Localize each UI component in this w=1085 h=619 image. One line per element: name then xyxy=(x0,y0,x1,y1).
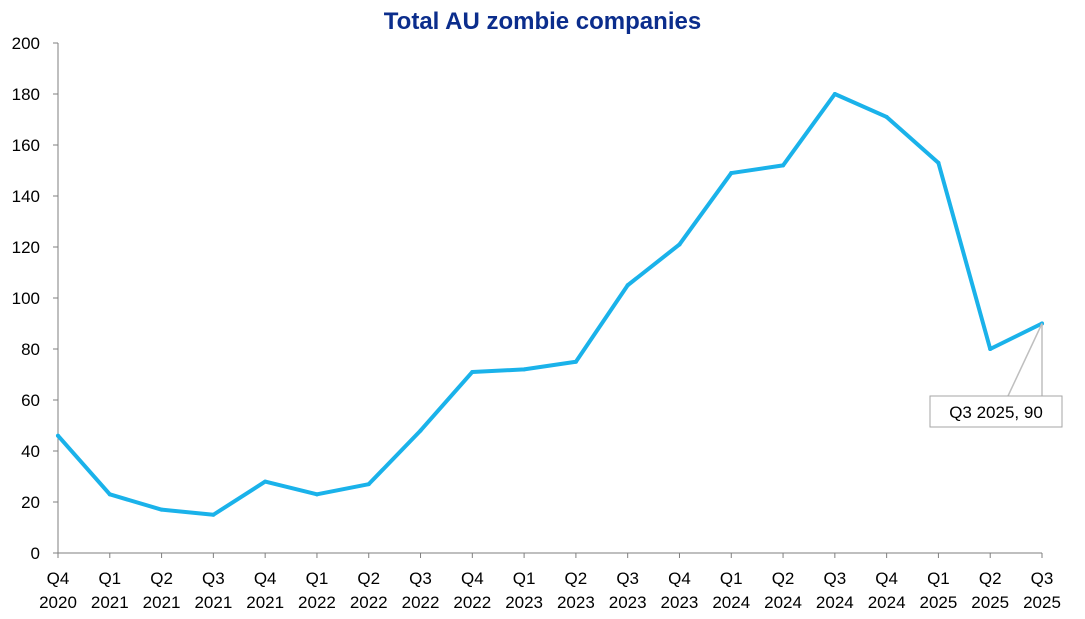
data-point xyxy=(522,367,527,372)
x-tick-label: Q2 2023 xyxy=(557,569,595,612)
data-point xyxy=(366,482,371,487)
data-point xyxy=(729,171,734,176)
x-tick-label: Q2 2025 xyxy=(971,569,1009,612)
x-tick-label: Q4 2021 xyxy=(246,569,284,612)
y-tick-label: 0 xyxy=(31,544,40,563)
x-tick-label: Q4 2024 xyxy=(868,569,906,612)
callout-box xyxy=(929,395,1063,428)
x-tick-label: Q1 2022 xyxy=(298,569,336,612)
data-callout: Q3 2025, 90 xyxy=(929,323,1063,428)
data-point xyxy=(211,512,216,517)
data-point xyxy=(56,433,60,438)
callout-label: Q3 2025, 90 xyxy=(949,403,1043,422)
x-tick-label: Q4 2020 xyxy=(39,569,77,612)
x-tick-label: Q1 2023 xyxy=(505,569,543,612)
y-tick-label: 20 xyxy=(21,493,40,512)
x-tick-label: Q2 2022 xyxy=(350,569,388,612)
data-point xyxy=(677,242,682,247)
x-tick-label: Q3 2024 xyxy=(816,569,854,612)
data-point xyxy=(625,283,630,288)
x-tick-label: Q2 2021 xyxy=(143,569,181,612)
data-point xyxy=(159,507,164,512)
y-tick-label: 140 xyxy=(12,187,40,206)
data-point xyxy=(107,492,112,497)
y-tick-label: 160 xyxy=(12,136,40,155)
y-tick-label: 60 xyxy=(21,391,40,410)
y-tick-label: 200 xyxy=(12,34,40,53)
y-tick-label: 120 xyxy=(12,238,40,257)
data-point xyxy=(832,92,837,96)
data-point xyxy=(263,479,268,484)
y-tick-label: 180 xyxy=(12,85,40,104)
x-tick-label: Q3 2021 xyxy=(194,569,232,612)
x-tick-label: Q3 2022 xyxy=(402,569,440,612)
x-tick-label: Q1 2021 xyxy=(91,569,129,612)
data-point xyxy=(781,163,786,168)
y-axis: 0 20 40 60 80 100 120 140 160 180 200 xyxy=(12,34,59,563)
chart-title: Total AU zombie companies xyxy=(383,8,702,35)
x-axis: Q4 2020 Q1 2021 Q2 2021 Q3 2021 Q4 2021 Q1 2022 Q2 20… xyxy=(39,552,1061,612)
y-tick-label: 40 xyxy=(21,442,40,461)
series-line-group xyxy=(56,92,1044,517)
data-point xyxy=(418,428,423,433)
x-tick-label: Q3 2025 xyxy=(1023,569,1061,612)
data-point xyxy=(573,359,578,364)
data-point xyxy=(470,369,475,374)
data-point xyxy=(988,347,993,351)
x-tick-label: Q2 2024 xyxy=(764,569,802,612)
x-tick-label: Q4 2022 xyxy=(453,569,491,612)
data-point xyxy=(314,492,319,497)
x-tick-label: Q4 2023 xyxy=(661,569,699,612)
series-line xyxy=(56,92,1044,517)
x-tick-label: Q3 2023 xyxy=(609,569,647,612)
y-tick-label: 100 xyxy=(12,289,40,308)
data-point xyxy=(936,160,941,165)
x-tick-label: Q1 2025 xyxy=(920,569,958,612)
x-tick-label: Q1 2024 xyxy=(712,569,750,612)
y-tick-label: 80 xyxy=(21,340,40,359)
callout-leader-line xyxy=(1007,323,1043,397)
data-point xyxy=(884,114,889,119)
